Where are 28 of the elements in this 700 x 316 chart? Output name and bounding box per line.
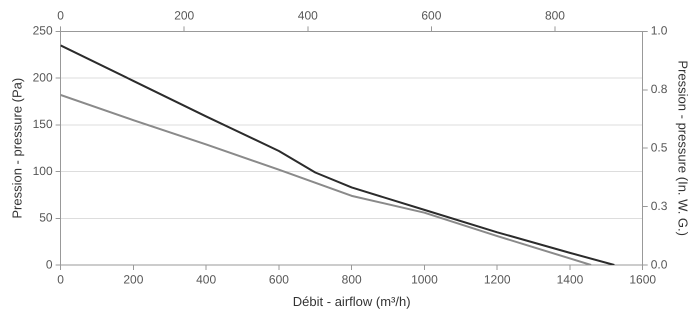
x2-tick-label: 400 [298, 8, 318, 23]
x-tick-label: 1600 [629, 272, 656, 287]
x-tick-label: 1000 [411, 272, 438, 287]
y2-axis-title: Pression - pressure (In. W. G.) [676, 60, 691, 236]
x-tick-label: 600 [268, 272, 290, 287]
y-tick-label: 50 [39, 210, 53, 225]
y-tick-label: 0 [46, 257, 53, 272]
y2-tick-label: 0.0 [650, 257, 668, 272]
x-tick-label: 800 [342, 272, 362, 287]
x-tick-label: 200 [123, 272, 144, 287]
x-tick-label: 1400 [556, 272, 584, 287]
y-tick-label: 200 [32, 70, 53, 84]
y2-tick-label: 0.5 [650, 140, 668, 155]
y-tick-label: 100 [32, 164, 53, 178]
y2-tick-label: 1.0 [650, 24, 668, 38]
y2-tick-label: 0.3 [650, 198, 668, 213]
x-tick-label: 400 [196, 272, 216, 287]
x2-tick-label: 800 [544, 8, 566, 23]
x2-tick-label: 0 [57, 8, 64, 23]
y-tick-label: 150 [32, 117, 53, 132]
x-tick-label: 0 [57, 272, 64, 287]
y-axis-title: Pression - pressure (Pa) [9, 78, 24, 219]
y2-tick-label: 0.8 [650, 82, 668, 96]
y-tick-label: 250 [32, 24, 53, 38]
x-tick-label: 1200 [484, 272, 511, 287]
x2-tick-label: 200 [174, 8, 195, 23]
x-axis-title: Débit - airflow (m³/h) [292, 294, 411, 309]
x2-tick-label: 600 [421, 8, 442, 23]
